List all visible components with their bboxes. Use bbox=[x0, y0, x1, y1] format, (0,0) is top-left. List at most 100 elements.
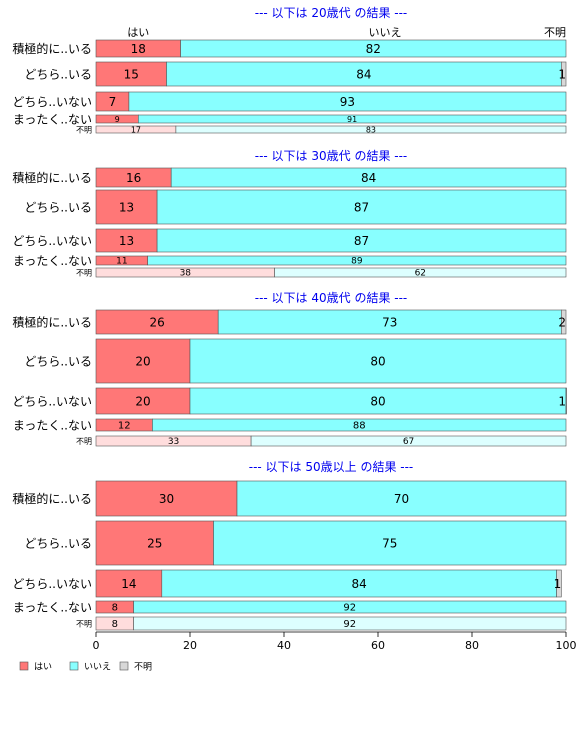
bar-segment bbox=[95, 309, 219, 335]
data-label: 13 bbox=[119, 200, 134, 214]
data-label: 1 bbox=[558, 394, 566, 408]
panel-title-2: --- 以下は 40歳代 の結果 --- bbox=[255, 291, 408, 305]
bar-segment bbox=[133, 600, 567, 614]
data-label: 1 bbox=[554, 577, 562, 591]
data-label: 2 bbox=[558, 315, 566, 329]
data-label: 83 bbox=[366, 125, 376, 134]
data-label: 12 bbox=[118, 421, 131, 432]
data-label: 89 bbox=[351, 257, 363, 267]
data-label: 16 bbox=[126, 171, 141, 185]
data-label: 84 bbox=[352, 577, 367, 591]
bar-segment bbox=[161, 569, 557, 598]
bar-segment bbox=[189, 338, 567, 384]
bar-segment bbox=[133, 616, 567, 631]
row-label: 不明 bbox=[76, 619, 92, 628]
row-label: どちら..いる bbox=[24, 354, 92, 368]
data-label: 93 bbox=[340, 95, 355, 109]
data-label: 25 bbox=[147, 536, 162, 550]
data-label: 70 bbox=[394, 492, 409, 506]
bar-segment bbox=[95, 189, 158, 225]
data-label: 18 bbox=[131, 42, 146, 56]
panel-title-0: --- 以下は 20歳代 の結果 --- bbox=[255, 6, 408, 20]
row-label: 積極的に..いる bbox=[12, 314, 92, 329]
data-label: 8 bbox=[112, 603, 118, 614]
bar-segment bbox=[128, 91, 567, 112]
row-label: 不明 bbox=[76, 125, 92, 134]
x-tick-label: 0 bbox=[93, 639, 100, 652]
row-label: どちら..いない bbox=[12, 577, 92, 591]
row-label: まったく..ない bbox=[13, 112, 92, 126]
data-label: 17 bbox=[131, 125, 141, 134]
column-header-1: いいえ bbox=[369, 26, 402, 39]
bar-segment bbox=[560, 309, 567, 335]
row-label: どちら..いる bbox=[24, 67, 92, 81]
data-label: 80 bbox=[370, 354, 385, 368]
data-label: 88 bbox=[353, 421, 366, 432]
bar-segment bbox=[95, 569, 163, 598]
bar-segment bbox=[213, 520, 567, 566]
data-label: 11 bbox=[116, 257, 127, 267]
row-label: どちら..いない bbox=[12, 394, 92, 408]
data-label: 20 bbox=[135, 394, 150, 408]
data-label: 20 bbox=[135, 354, 150, 368]
row-label: まったく..ない bbox=[13, 418, 92, 432]
data-label: 9 bbox=[115, 115, 120, 124]
bar-segment bbox=[138, 114, 567, 124]
bar-segment bbox=[180, 39, 567, 58]
column-header-2: 不明 bbox=[544, 26, 566, 39]
data-label: 87 bbox=[354, 200, 369, 214]
legend-swatch bbox=[69, 661, 79, 671]
data-label: 26 bbox=[149, 315, 164, 329]
bar-segment bbox=[95, 61, 167, 87]
row-label: 積極的に..いる bbox=[12, 41, 92, 56]
bar-segment bbox=[189, 387, 567, 415]
bar-segment bbox=[274, 267, 567, 278]
x-tick-label: 100 bbox=[556, 639, 577, 652]
data-label: 30 bbox=[159, 492, 174, 506]
data-label: 75 bbox=[382, 536, 397, 550]
row-label: 積極的に..いる bbox=[12, 170, 92, 185]
data-label: 67 bbox=[403, 437, 414, 447]
bar-segment bbox=[556, 569, 562, 598]
data-label: 92 bbox=[343, 603, 356, 614]
x-tick-label: 80 bbox=[465, 639, 479, 652]
data-label: 92 bbox=[343, 619, 356, 630]
data-label: 87 bbox=[354, 234, 369, 248]
data-label: 80 bbox=[370, 394, 385, 408]
bar-segment bbox=[156, 228, 567, 253]
bar-segment bbox=[560, 61, 567, 87]
bar-segment bbox=[156, 189, 567, 225]
row-label: どちら..いる bbox=[24, 200, 92, 214]
data-label: 38 bbox=[180, 269, 192, 279]
legend-label: 不明 bbox=[134, 662, 152, 673]
data-label: 84 bbox=[356, 67, 371, 81]
bar-segment bbox=[175, 125, 567, 134]
panel-title-3: --- 以下は 50歳以上 の結果 --- bbox=[249, 460, 414, 474]
row-label: まったく..ない bbox=[13, 254, 92, 268]
data-label: 8 bbox=[112, 619, 118, 630]
row-label: どちら..いない bbox=[12, 234, 92, 248]
row-label: 積極的に..いる bbox=[12, 491, 92, 506]
x-tick-label: 40 bbox=[277, 639, 291, 652]
x-tick-label: 60 bbox=[371, 639, 385, 652]
legend-swatch bbox=[19, 661, 29, 671]
bar-segment bbox=[147, 255, 567, 266]
data-label: 73 bbox=[382, 315, 397, 329]
panel-title-1: --- 以下は 30歳代 の結果 --- bbox=[255, 149, 408, 163]
bar-segment bbox=[236, 480, 567, 517]
row-label: どちら..いる bbox=[24, 536, 92, 550]
bar-segment bbox=[152, 418, 567, 432]
legend-swatch bbox=[119, 661, 129, 671]
column-header-0: はい bbox=[127, 26, 149, 39]
data-label: 84 bbox=[361, 171, 376, 185]
row-label: まったく..ない bbox=[13, 600, 92, 614]
row-label: 不明 bbox=[76, 268, 92, 277]
legend-label: はい bbox=[34, 662, 52, 673]
bar-segment bbox=[250, 435, 567, 447]
bar-segment bbox=[95, 520, 214, 566]
data-label: 62 bbox=[415, 269, 426, 279]
bar-segment bbox=[95, 387, 191, 415]
data-label: 13 bbox=[119, 234, 134, 248]
legend-label: いいえ bbox=[84, 662, 111, 673]
